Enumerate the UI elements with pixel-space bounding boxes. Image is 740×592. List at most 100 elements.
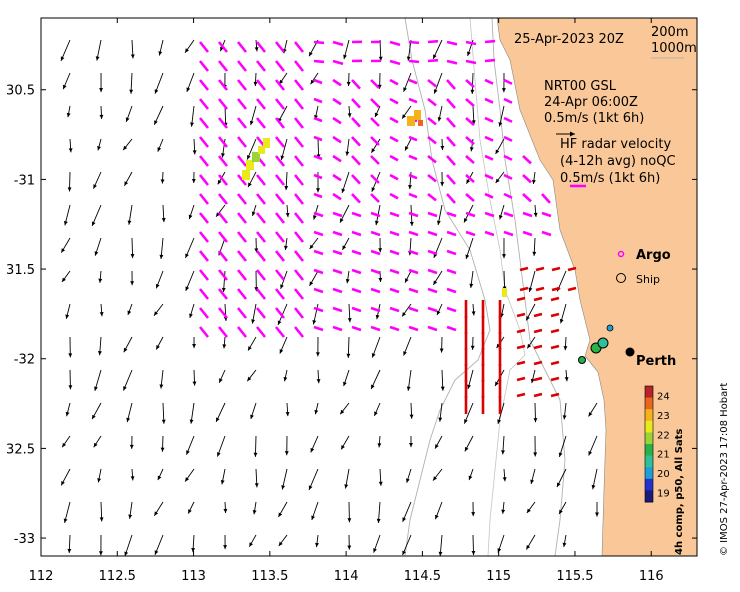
velocity-arrowhead	[347, 113, 352, 118]
hf-arrow	[408, 211, 419, 218]
hf-arrow	[332, 97, 342, 106]
hf-arrow	[313, 173, 323, 180]
hf-arrow	[217, 288, 229, 300]
velocity-arrowhead	[532, 251, 537, 256]
hf-arrow	[541, 211, 552, 218]
hf-arrow	[484, 192, 494, 199]
hf-arrow	[198, 174, 210, 186]
hf-strong-arrows	[464, 266, 577, 414]
velocity-arrowhead	[533, 452, 538, 457]
velocity-arrowhead	[154, 89, 159, 94]
hf-arrow	[293, 288, 305, 300]
hf-arrow	[370, 174, 380, 184]
hf-arrow	[198, 326, 210, 338]
hf-arrow	[503, 154, 513, 161]
y-tick-label: -33	[14, 532, 35, 547]
contour-1000m	[404, 17, 491, 557]
hf-arrow	[236, 231, 248, 243]
velocity-arrowhead	[402, 550, 406, 556]
x-tick-label: 116	[639, 569, 664, 584]
hf-arrow	[484, 211, 495, 218]
hf-strong-arrow	[550, 376, 560, 382]
velocity-arrowhead	[530, 378, 535, 384]
hf-strong-arrow	[533, 392, 543, 398]
velocity-arrowhead	[406, 386, 411, 391]
hf-arrow	[446, 117, 456, 128]
hf-arrow	[465, 40, 477, 46]
hf-strong-arrow	[551, 286, 561, 292]
hf-arrow	[293, 136, 305, 148]
hf-arrow	[236, 117, 248, 129]
x-tick-label: 113.5	[251, 569, 288, 584]
hf-arrow	[217, 307, 229, 319]
velocity-arrowhead	[440, 145, 445, 151]
hf-arrow	[446, 155, 456, 166]
hf-arrow	[332, 173, 342, 182]
hf-arrow	[541, 230, 552, 237]
velocity-arrowhead	[438, 551, 443, 556]
hf-arrow	[370, 211, 381, 218]
velocity-arrowhead	[158, 51, 163, 56]
velocity-arrowhead	[91, 221, 96, 226]
hf-arrow	[217, 250, 229, 262]
hf-arrow	[446, 211, 457, 218]
hf-arrow	[446, 193, 456, 204]
ship-marker	[606, 324, 614, 332]
gsl-line-2: 24-Apr 06:00Z	[544, 95, 638, 110]
hf-arrow	[274, 231, 286, 243]
hf-arrow	[332, 154, 342, 163]
perth-marker	[625, 347, 635, 357]
hf-arrow	[198, 288, 210, 300]
velocity-arrowhead	[250, 414, 254, 420]
hf-arrow	[198, 98, 210, 110]
velocity-arrowhead	[378, 277, 383, 283]
hf-arrow	[293, 307, 305, 319]
velocity-arrowhead	[93, 184, 97, 189]
velocity-arrowhead	[123, 347, 128, 353]
velocity-arrowhead	[188, 214, 193, 220]
velocity-arrowhead	[67, 187, 72, 192]
hf-arrow	[332, 40, 344, 47]
velocity-arrowhead	[185, 253, 189, 259]
hf-line-1: HF radar velocity	[560, 137, 672, 152]
velocity-arrowhead	[371, 384, 375, 390]
hf-arrow	[465, 155, 475, 165]
hf-arrow	[198, 41, 210, 53]
hf-arrow	[484, 154, 494, 161]
hf-arrow	[522, 230, 533, 237]
velocity-arrowhead	[223, 545, 228, 550]
velocity-arrowhead	[155, 283, 160, 289]
velocity-arrowhead	[285, 212, 290, 218]
hf-arrow	[370, 325, 381, 332]
velocity-arrowhead	[278, 512, 283, 517]
hf-arrow	[313, 78, 323, 85]
velocity-arrowhead	[468, 475, 473, 481]
velocity-arrowhead	[65, 411, 70, 417]
hf-arrow	[313, 287, 324, 294]
hf-arrow	[332, 116, 342, 125]
velocity-arrowhead	[311, 515, 315, 521]
colorbar-segment	[645, 409, 653, 422]
hf-arrow	[351, 155, 361, 166]
velocity-arrowhead	[409, 443, 413, 448]
velocity-arrowhead	[502, 254, 506, 259]
hf-arrow	[370, 249, 381, 256]
hf-arrow	[332, 59, 344, 66]
velocity-arrowhead	[435, 444, 439, 449]
velocity-arrowhead	[340, 218, 344, 223]
colorbar-tick-label: 22	[657, 430, 670, 441]
velocity-arrowhead	[254, 47, 259, 52]
hf-arrow	[332, 192, 342, 201]
hf-arrow	[351, 136, 361, 147]
velocity-arrowhead	[406, 56, 411, 61]
velocity-arrowhead	[98, 278, 103, 283]
velocity-arrowhead	[128, 514, 133, 519]
velocity-arrowhead	[216, 452, 221, 457]
hf-arrow	[351, 174, 361, 185]
hf-arrow	[255, 98, 267, 110]
hf-arrow	[465, 79, 475, 89]
hf-arrow	[236, 250, 248, 262]
velocity-arrowhead	[247, 376, 252, 382]
hf-arrow	[332, 306, 343, 313]
colorbar-title: 4h comp, p50, All Sats	[674, 429, 685, 555]
